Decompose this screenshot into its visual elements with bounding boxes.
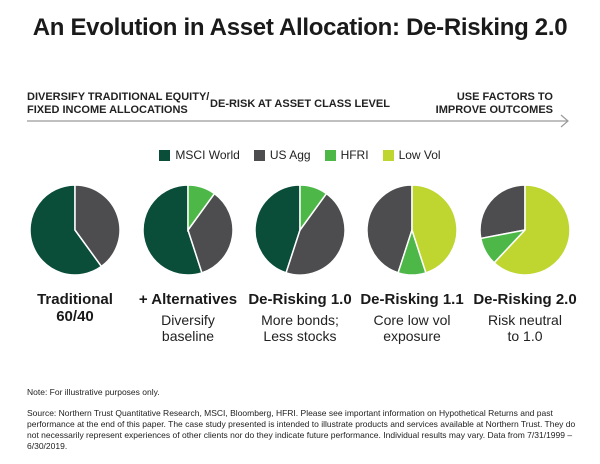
pie-3	[254, 185, 346, 275]
stage-label-left-line1: DIVERSIFY TRADITIONAL EQUITY/	[27, 91, 210, 103]
pie-caption-2: + Alternatives Diversify baseline	[133, 291, 243, 344]
pie-slice-low-vol	[493, 185, 571, 275]
legend-label: US Agg	[269, 148, 311, 162]
pie-slice-msci-world	[254, 185, 301, 274]
pie-slice-msci-world	[29, 185, 103, 275]
chart-legend: MSCI World US Agg HFRI Low Vol	[0, 147, 600, 163]
pie-description-line2: to 1.0	[507, 328, 543, 344]
pie-description: More bonds;	[261, 312, 339, 328]
stage-label-right: USE FACTORS TO IMPROVE OUTCOMES	[436, 91, 553, 117]
pie-description-line2: exposure	[383, 328, 441, 344]
progress-arrow-head	[560, 114, 569, 128]
pie-title-line2: 60/40	[56, 308, 94, 325]
legend-label: HFRI	[340, 148, 369, 162]
legend-label: Low Vol	[398, 148, 441, 162]
legend-swatch	[324, 149, 336, 161]
legend-label: MSCI World	[175, 148, 240, 162]
pie-description-line2: Less stocks	[263, 328, 337, 344]
legend-item-hfri: HFRI	[324, 148, 369, 162]
progress-arrow	[27, 114, 569, 128]
pie-title: De-Risking 2.0	[473, 291, 577, 308]
legend-swatch	[253, 149, 265, 161]
pie-slice-us-agg	[479, 185, 526, 240]
pie-slice-msci-world	[142, 185, 203, 275]
legend-item-low-vol: Low Vol	[382, 148, 441, 162]
pie-caption-5: De-Risking 2.0 Risk neutral to 1.0	[470, 291, 580, 344]
pie-description: Diversify	[161, 312, 215, 328]
pie-caption-4: De-Risking 1.1 Core low vol exposure	[357, 291, 467, 344]
pie-caption-3: De-Risking 1.0 More bonds; Less stocks	[245, 291, 355, 344]
pie-2	[142, 185, 234, 275]
pie-slice-us-agg	[285, 192, 346, 275]
legend-swatch	[382, 149, 394, 161]
stage-label-middle: DE-RISK AT ASSET CLASS LEVEL	[210, 98, 390, 110]
pie-slice-hfri	[299, 185, 328, 233]
pie-slice-us-agg	[366, 185, 413, 274]
stage-label-right-line1: USE FACTORS TO	[456, 91, 553, 103]
pie-description: Core low vol	[373, 312, 451, 328]
pie-slice-hfri	[187, 185, 216, 233]
pie-description-line2: baseline	[161, 328, 215, 344]
pie-slice-us-agg	[74, 185, 121, 268]
legend-item-msci-world: MSCI World	[159, 148, 240, 162]
pie-title: De-Risking 1.0	[248, 291, 352, 308]
stage-label-left: DIVERSIFY TRADITIONAL EQUITY/ FIXED INCO…	[27, 91, 209, 117]
pie-title: Traditional	[37, 291, 113, 308]
pie-title: De-Risking 1.1	[360, 291, 464, 308]
legend-swatch	[159, 149, 171, 161]
pie-description: Risk neutral	[488, 312, 562, 328]
pie-title: + Alternatives	[138, 291, 238, 308]
footnote: Note: For illustrative purposes only.	[27, 387, 160, 397]
legend-item-us-agg: US Agg	[253, 148, 311, 162]
chart-title: An Evolution in Asset Allocation: De-Ris…	[32, 14, 568, 41]
source-text: Source: Northern Trust Quantitative Rese…	[27, 408, 576, 451]
pie-caption-1: Traditional 60/40	[20, 291, 130, 325]
pie-slice-low-vol	[411, 185, 458, 274]
pie-charts	[29, 185, 571, 275]
pie-5	[479, 185, 571, 275]
stage-label-left-line2: FIXED INCOME ALLOCATIONS	[27, 104, 188, 116]
pie-slice-us-agg	[187, 192, 234, 274]
pie-1	[29, 185, 121, 275]
pie-4	[366, 185, 458, 275]
stage-label-right-line2: IMPROVE OUTCOMES	[435, 104, 553, 116]
